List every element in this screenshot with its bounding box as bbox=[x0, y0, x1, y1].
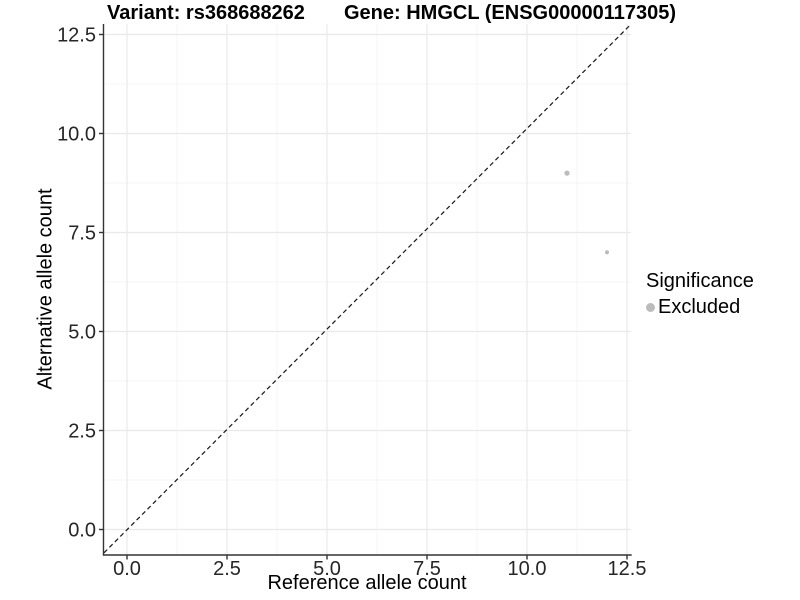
gridlines-minor bbox=[103, 24, 631, 555]
variant-title: Variant: rs368688262 bbox=[107, 2, 305, 24]
y-tick-label: 12.5 bbox=[57, 25, 96, 47]
axis-tick-marks bbox=[99, 33, 628, 560]
axis-tick-labels: 0.0 2.5 5.0 7.5 10.0 12.5 0.0 2.5 5.0 7.5 10.0 12.5 bbox=[57, 25, 646, 581]
axis-lines bbox=[102, 24, 632, 556]
y-tick-label: 2.5 bbox=[68, 421, 96, 443]
x-tick-label: 7.5 bbox=[413, 558, 441, 580]
x-tick-label: 5.0 bbox=[313, 558, 341, 580]
x-tick-label: 10.0 bbox=[508, 558, 547, 580]
identity-line bbox=[103, 24, 632, 554]
legend-item-label: Excluded bbox=[658, 296, 741, 318]
gridlines-major bbox=[103, 24, 631, 555]
x-tick-label: 2.5 bbox=[213, 558, 241, 580]
data-point bbox=[604, 250, 610, 255]
x-tick-label: 0.0 bbox=[113, 558, 141, 580]
identity-dashed-line bbox=[103, 24, 632, 554]
x-tick-label: 12.5 bbox=[608, 558, 647, 580]
y-tick-label: 5.0 bbox=[68, 322, 96, 344]
x-axis-title: Reference allele count bbox=[267, 572, 467, 594]
y-tick-label: 0.0 bbox=[68, 520, 96, 542]
y-tick-label: 10.0 bbox=[57, 124, 96, 146]
excluded-point-icon bbox=[646, 303, 655, 312]
legend: Significance Excluded bbox=[646, 270, 754, 319]
data-points bbox=[564, 170, 610, 255]
legend-title: Significance bbox=[646, 270, 754, 292]
gene-title: Gene: HMGCL (ENSG00000117305) bbox=[344, 2, 677, 24]
y-tick-label: 7.5 bbox=[68, 223, 96, 245]
data-point bbox=[564, 170, 570, 176]
legend-item-excluded: Excluded bbox=[646, 296, 754, 319]
y-axis-title: Alternative allele count bbox=[34, 188, 57, 390]
